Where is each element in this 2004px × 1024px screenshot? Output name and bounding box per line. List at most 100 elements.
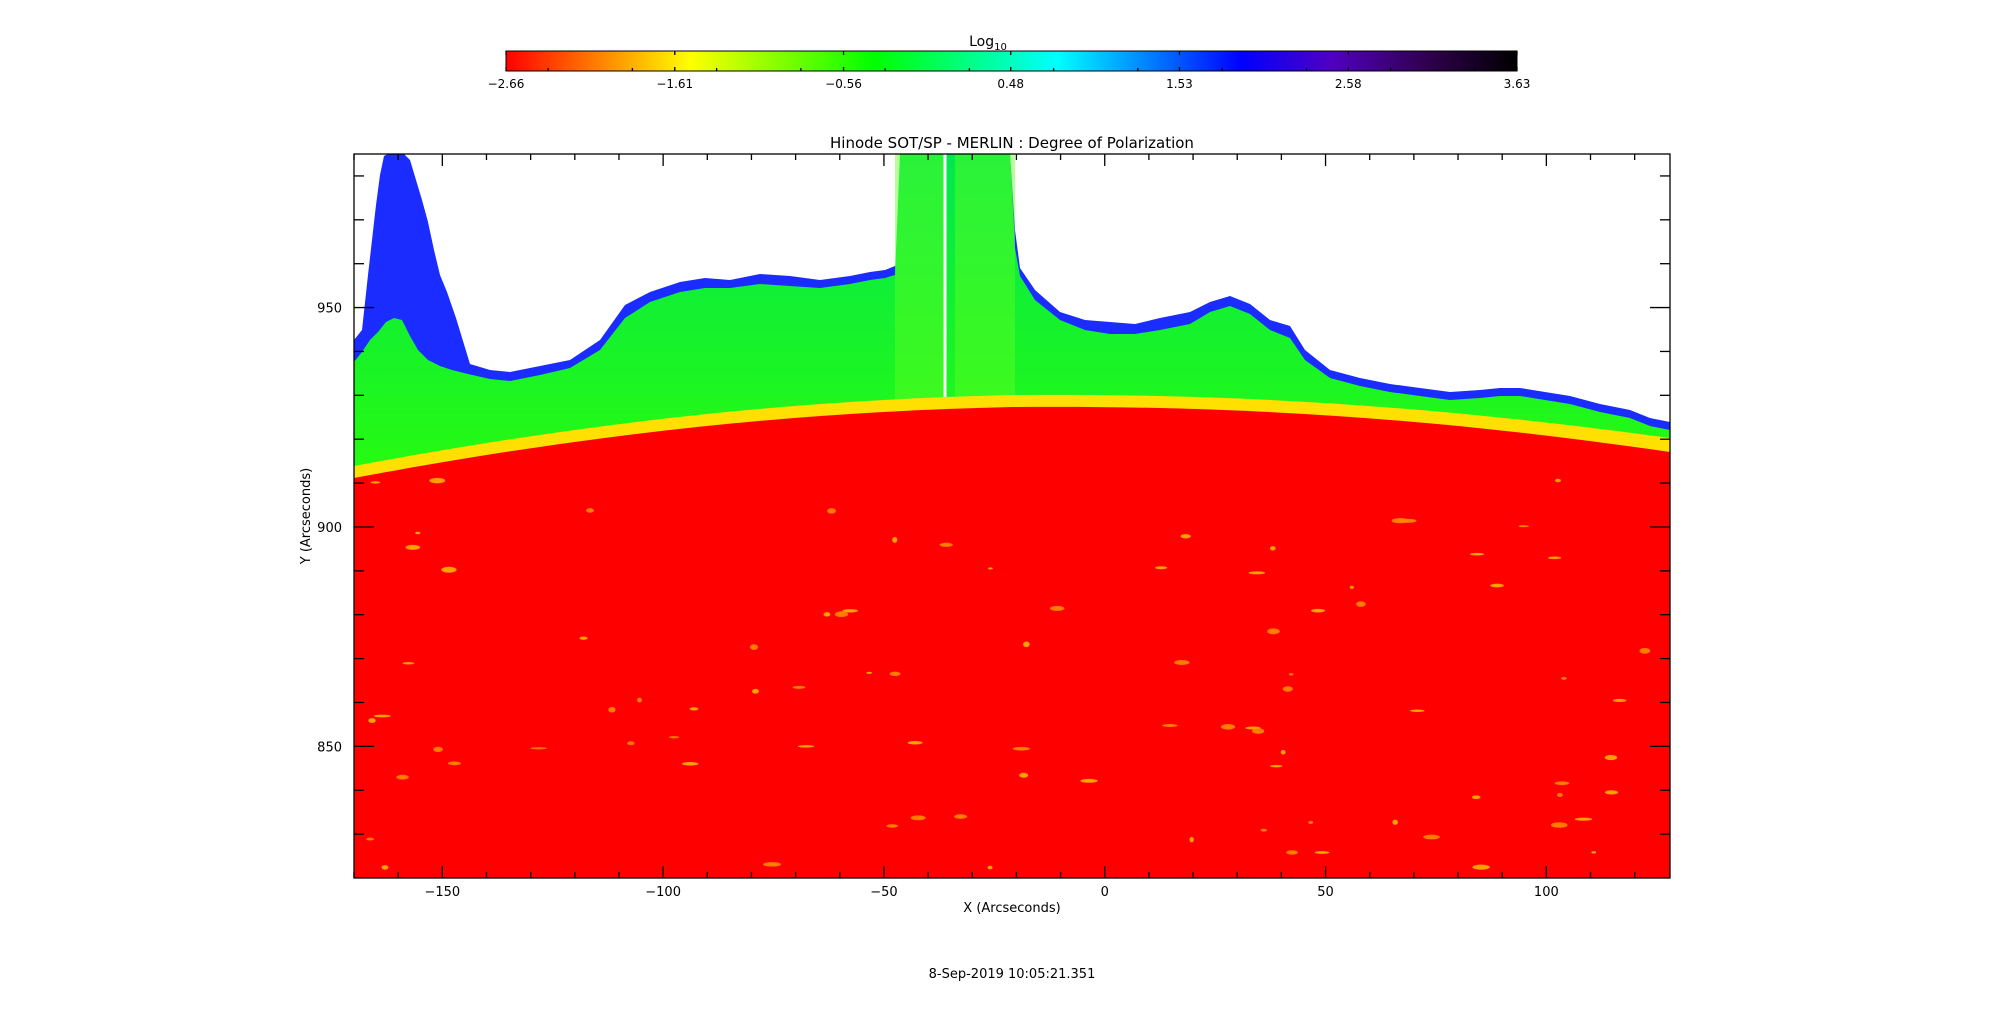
x-tick-label: 50: [1317, 885, 1334, 900]
x-axis-label: X (Arcseconds): [963, 901, 1060, 916]
y-tick-label: 950: [317, 302, 342, 317]
y-tick-label: 900: [317, 521, 342, 536]
x-tick-label: −50: [870, 885, 897, 900]
x-tick-label: 100: [1534, 885, 1559, 900]
disk-speck: [1282, 686, 1293, 692]
colorbar-title: Log10: [969, 34, 1007, 53]
plot-frame: [353, 153, 1671, 879]
disk-speck: [689, 707, 699, 711]
x-tick-label: −100: [645, 885, 681, 900]
disk-speck: [1314, 851, 1330, 854]
disk-speck: [1574, 817, 1593, 821]
y-axis-ticks: 850 900 950: [317, 175, 1670, 835]
disk-specks: [366, 477, 1651, 870]
x-tick-label: −150: [424, 885, 460, 900]
disk-speck: [1604, 790, 1619, 795]
disk-speck: [886, 824, 899, 828]
solar-disk: [354, 406, 1670, 878]
disk-speck: [1286, 850, 1298, 855]
disk-speck: [682, 761, 699, 766]
disk-speck: [627, 741, 635, 746]
disk-speck: [433, 746, 443, 752]
disk-speck: [1174, 660, 1190, 665]
disk-speck: [842, 609, 859, 613]
disk-speck: [441, 566, 457, 573]
x-tick-label: 0: [1101, 885, 1109, 900]
disk-speck: [1162, 724, 1178, 727]
chart-title: Hinode SOT/SP - MERLIN : Degree of Polar…: [830, 134, 1194, 152]
disk-speck: [1180, 534, 1191, 539]
disk-speck: [752, 688, 759, 694]
disk-speck: [1012, 746, 1030, 751]
disk-speck: [1269, 546, 1276, 551]
disk-speck: [368, 718, 376, 724]
disk-speck: [889, 671, 901, 676]
disk-speck: [447, 761, 461, 766]
disk-speck: [1280, 749, 1286, 755]
disk-speck: [373, 714, 391, 718]
disk-speck: [1023, 641, 1030, 648]
disk-speck: [1472, 864, 1490, 870]
disk-speck: [987, 865, 993, 870]
disk-speck: [827, 508, 836, 514]
disk-speck: [1155, 566, 1168, 570]
disk-speck: [1080, 778, 1098, 783]
disk-speck: [1612, 698, 1627, 702]
colorbar-tick-label: 3.63: [1504, 77, 1531, 91]
disk-speck: [415, 531, 421, 535]
disk-speck: [669, 736, 680, 739]
x-axis-ticks: −150 −100 −50 0 50 100: [353, 154, 1636, 900]
disk-speck: [792, 685, 806, 689]
disk-speck: [866, 671, 873, 674]
colorbar-tick-label: −0.56: [825, 77, 862, 91]
polarization-map: [354, 154, 1670, 878]
timestamp: 8-Sep-2019 10:05:21.351: [929, 967, 1096, 982]
disk-speck: [1557, 792, 1563, 797]
y-axis-label: Y (Arcseconds): [299, 468, 314, 565]
colorbar: [505, 50, 1518, 72]
colorbar-ticks: −2.66 −1.61 −0.56 0.48 1.53 2.58 3.63: [488, 51, 1531, 91]
disk-speck: [402, 661, 415, 665]
disk-speck: [1410, 709, 1425, 712]
disk-speck: [396, 774, 409, 780]
disk-speck: [1252, 728, 1265, 734]
disk-speck: [1639, 647, 1651, 654]
disk-speck: [1288, 673, 1294, 676]
disk-speck: [1548, 556, 1562, 560]
disk-speck: [1550, 822, 1568, 828]
disk-speck: [1270, 764, 1283, 768]
disk-speck: [1310, 608, 1326, 613]
disk-speck: [1555, 478, 1561, 483]
disk-speck: [1248, 571, 1266, 575]
disk-speck: [1554, 781, 1570, 786]
disk-speck: [429, 477, 446, 484]
disk-speck: [366, 837, 375, 841]
disk-speck: [405, 544, 421, 550]
disk-speck: [907, 740, 923, 745]
disk-speck: [1399, 518, 1417, 523]
disk-speck: [954, 814, 968, 819]
disk-speck: [370, 481, 381, 484]
disk-speck: [1308, 820, 1314, 824]
disk-speck: [834, 611, 849, 618]
disk-speck: [608, 706, 616, 713]
disk-speck: [1392, 819, 1398, 825]
disk-speck: [1490, 583, 1504, 588]
colorbar-tick-label: −1.61: [656, 77, 693, 91]
disk-speck: [1356, 601, 1366, 607]
disk-speck: [1561, 676, 1567, 680]
disk-speck: [1189, 836, 1194, 843]
disk-speck: [637, 697, 642, 703]
disk-speck: [1472, 795, 1481, 800]
disk-speck: [892, 536, 898, 543]
disk-speck: [1423, 834, 1440, 840]
disk-speck: [1260, 828, 1268, 832]
y-tick-label: 850: [317, 740, 342, 755]
disk-speck: [1049, 605, 1065, 611]
disk-speck: [749, 644, 759, 650]
disk-speck: [1469, 552, 1485, 556]
disk-speck: [1019, 772, 1029, 778]
disk-speck: [1604, 754, 1618, 761]
disk-speck: [1349, 585, 1354, 589]
colorbar-tick-label: 2.58: [1335, 77, 1362, 91]
